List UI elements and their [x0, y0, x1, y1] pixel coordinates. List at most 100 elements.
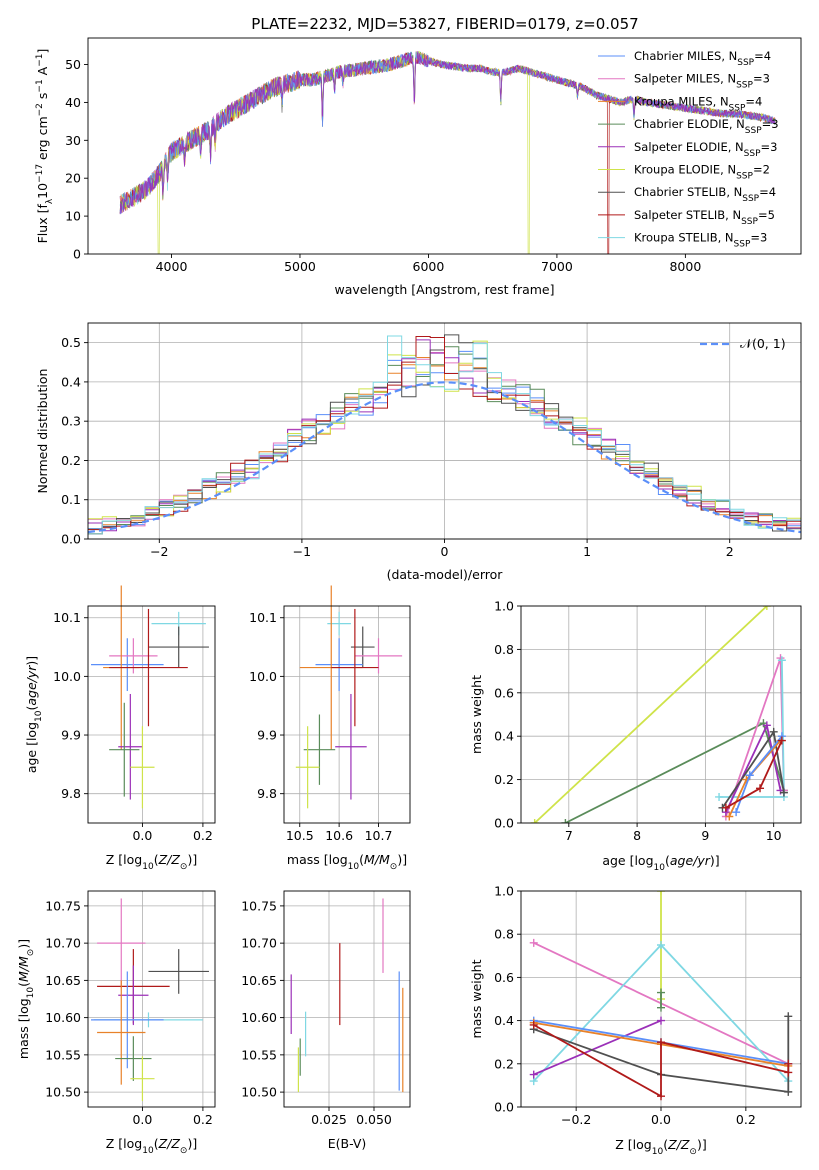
x-tick-label: 1: [583, 544, 591, 559]
label-part: =3: [762, 117, 779, 131]
label-part: SSP: [741, 217, 758, 227]
label-part: ⊙: [689, 1147, 697, 1157]
label-part: 10: [142, 1146, 154, 1156]
label-part: 10: [348, 862, 360, 872]
weight-line: [534, 606, 768, 823]
legend-entry: Kroupa STELIB, NSSP=3: [634, 231, 767, 250]
label-part: −17: [35, 164, 45, 183]
y-tick-label: 10.1: [249, 610, 277, 625]
weight-marker: [762, 721, 771, 730]
y-tick-label: 0.2: [494, 772, 514, 787]
y-tick-label: 0.3: [61, 414, 81, 429]
y-tick-label: 10.65: [45, 973, 81, 988]
axes-frame: [283, 890, 411, 1108]
age-vs-mass-axes: 10.5 10.6 10.7 9.8 9.9 10.0 10.1 mass [log10(M/…: [249, 585, 411, 872]
plot-layer: 4000 5000 6000 7000 800001020304050wavelengt…: [16, 37, 802, 1157]
label-part: )]: [397, 852, 407, 867]
legend-entry: Kroupa ELODIE, NSSP=2: [634, 163, 770, 182]
label-part: =3: [753, 72, 770, 86]
weight-marker: [777, 736, 786, 745]
label-part: mass [log: [16, 998, 31, 1059]
y-tick-label: 10.0: [53, 669, 81, 684]
x-axis-label: Z [log10(Z/Z⊙)]: [615, 1137, 706, 1157]
label-part: Z/Z: [667, 1137, 690, 1152]
x-tick-label: −0.2: [561, 1112, 591, 1127]
axes-frame: [87, 322, 802, 540]
x-tick-label: 8000: [669, 259, 701, 274]
label-part: (: [154, 1136, 159, 1151]
legend-entry: Chabrier ELODIE, NSSP=3: [634, 117, 779, 136]
weight-marker: [745, 771, 754, 780]
label-part: SSP: [736, 81, 753, 91]
label-part: Kroupa ELODIE, N: [634, 163, 736, 177]
y-tick-label: 0.8: [494, 927, 514, 942]
x-tick-label: 0.2: [193, 828, 213, 843]
y-tick-label: 0.6: [494, 970, 514, 985]
y-tick-label: 10.1: [53, 610, 81, 625]
label-part: age/yr: [670, 853, 711, 868]
label-part: )]: [24, 656, 39, 666]
y-tick-label: 20: [65, 171, 81, 186]
label-part: Z/Z: [158, 852, 181, 867]
axes-frame: [283, 605, 411, 824]
y-tick-label: 9.8: [257, 786, 277, 801]
weight-marker: [784, 1012, 793, 1021]
x-tick-label: 0.025: [311, 1112, 347, 1127]
x-axis-label: E(B-V): [328, 1136, 367, 1151]
label-part: )]: [16, 939, 31, 949]
label-part: ⊙: [390, 862, 398, 872]
y-tick-label: 0.8: [494, 642, 514, 657]
weight-marker: [721, 803, 730, 812]
x-tick-label: 8: [633, 828, 641, 843]
label-part: SSP: [737, 58, 754, 68]
label-part: Chabrier ELODIE, N: [634, 117, 745, 131]
label-part: 10: [34, 710, 44, 722]
label-part: SSP: [729, 103, 746, 113]
label-part: )]: [697, 1137, 707, 1152]
y-tick-label: 0.0: [61, 532, 81, 547]
legend-entry: Salpeter ELODIE, NSSP=3: [634, 140, 777, 159]
label-part: −1: [35, 54, 45, 67]
x-axis-label: age [log10(age/yr)]: [602, 853, 719, 873]
label-part: −2: [35, 103, 45, 116]
y-tick-label: 0.4: [494, 729, 514, 744]
y-tick-label: 9.9: [257, 728, 277, 743]
weight-marker: [784, 1087, 793, 1096]
label-part: SSP: [744, 149, 761, 159]
y-axis-label: mass weight: [469, 959, 484, 1038]
label-part: Chabrier STELIB, N: [634, 185, 742, 199]
y-tick-label: 0.1: [61, 492, 81, 507]
label-part: =3: [761, 140, 778, 154]
label-part: SSP: [742, 194, 759, 204]
y-tick-label: 0: [73, 247, 81, 262]
label-part: M/M: [364, 852, 390, 867]
label-part: erg cm: [35, 116, 50, 164]
label-part: 10: [652, 1147, 664, 1157]
plot-area: [295, 585, 403, 809]
label-part: Z [log: [615, 1137, 651, 1152]
figure-title: PLATE=2232, MJD=53827, FIBERID=0179, z=0…: [251, 15, 638, 33]
weight-marker: [784, 1068, 793, 1077]
weight-marker: [779, 788, 788, 797]
weight-marker: [756, 784, 765, 793]
label-part: 10: [654, 863, 666, 873]
y-tick-label: 0.0: [494, 816, 514, 831]
label-part: (: [665, 853, 670, 868]
weight-marker: [715, 792, 724, 801]
label-part: (: [154, 852, 159, 867]
histogram-axes: −2 −1 0 1 2 0.0 0.1 0.2 0.3 0.4 0.5 (data-model)/er…: [35, 322, 802, 582]
label-part: Kroupa STELIB, N: [634, 231, 734, 245]
legend-entry: Salpeter STELIB, NSSP=5: [634, 208, 775, 227]
x-tick-label: 2: [726, 544, 734, 559]
histogram-series: [88, 335, 801, 535]
label-part: (: [663, 1137, 668, 1152]
weight-marker: [657, 1092, 665, 1101]
weight-marker: [657, 891, 665, 895]
weight-line: [533, 1016, 790, 1093]
x-tick-label: −2: [150, 544, 168, 559]
label-part: Z [log: [106, 1136, 142, 1151]
y-tick-label: 10.60: [45, 1010, 81, 1025]
histogram-series: [88, 336, 801, 531]
